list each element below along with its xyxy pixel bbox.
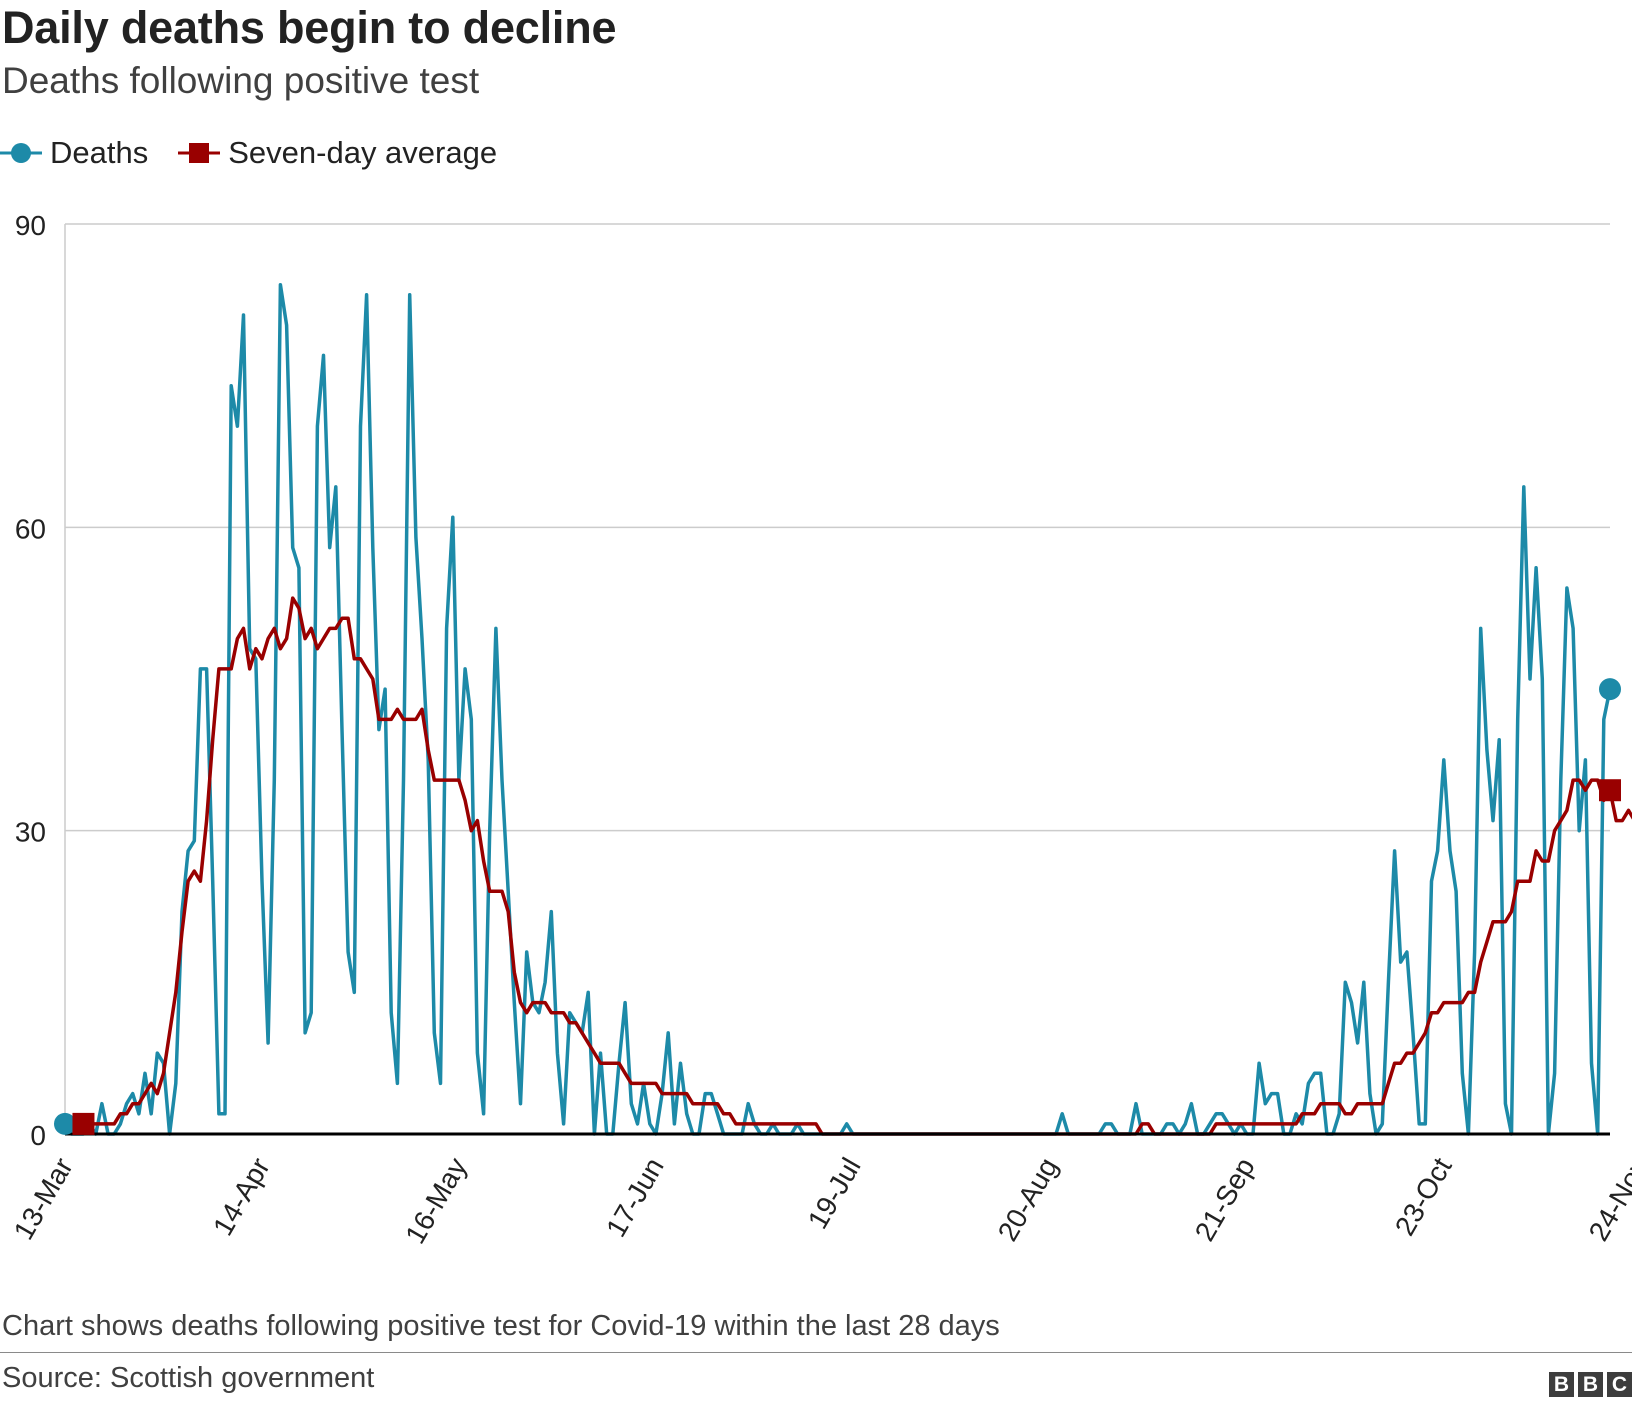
deaths-line	[63, 282, 1612, 1136]
legend-label-deaths: Deaths	[50, 135, 149, 170]
source-credit: Source: Scottish government	[2, 1362, 375, 1394]
chart-subtitle: Deaths following positive test	[2, 60, 480, 101]
deaths-end-marker	[1599, 678, 1621, 701]
y-tick-label: 0	[30, 1120, 46, 1151]
x-tick-label: 13-Mar	[8, 1153, 79, 1245]
legend-item-deaths: Deaths	[0, 135, 148, 171]
circle-marker-icon	[0, 143, 42, 163]
average-end-marker	[1599, 779, 1621, 802]
bbc-logo-letter: B	[1549, 1372, 1574, 1397]
y-tick-label: 60	[15, 513, 46, 544]
legend-label-seven-day-average: Seven-day average	[228, 135, 498, 170]
x-tick-label: 24-Nov	[1583, 1153, 1632, 1247]
bbc-logo: B B C	[1545, 1372, 1632, 1397]
x-tick-label: 19-Jul	[802, 1153, 867, 1235]
x-tick-label: 16-May	[399, 1153, 473, 1249]
legend-item-seven-day-average: Seven-day average	[178, 135, 497, 171]
x-tick-label: 17-Jun	[600, 1153, 670, 1243]
x-tick-label: 23-Oct	[1389, 1152, 1458, 1240]
chart-footnote: Chart shows deaths following positive te…	[2, 1310, 1000, 1342]
y-tick-label: 30	[15, 817, 46, 848]
x-tick-label: 14-Apr	[207, 1153, 276, 1241]
line-chart: 0 30 60 90 13-Mar 14-Apr 16-May 17-Jun 19-Jul 20-…	[8, 210, 1632, 1249]
x-tick-label: 21-Sep	[1189, 1153, 1261, 1247]
x-tick-label: 20-Aug	[992, 1153, 1064, 1247]
deaths-start-marker	[54, 1112, 76, 1135]
chart-legend: Deaths Seven-day average	[0, 133, 527, 173]
average-start-marker	[72, 1112, 95, 1135]
square-marker-icon	[178, 143, 221, 163]
y-tick-label: 90	[15, 210, 46, 241]
bbc-logo-letter: C	[1607, 1372, 1632, 1397]
bbc-logo-letter: B	[1578, 1372, 1603, 1397]
footer-divider	[0, 1352, 1632, 1353]
chart-title: Daily deaths begin to decline	[2, 2, 617, 53]
